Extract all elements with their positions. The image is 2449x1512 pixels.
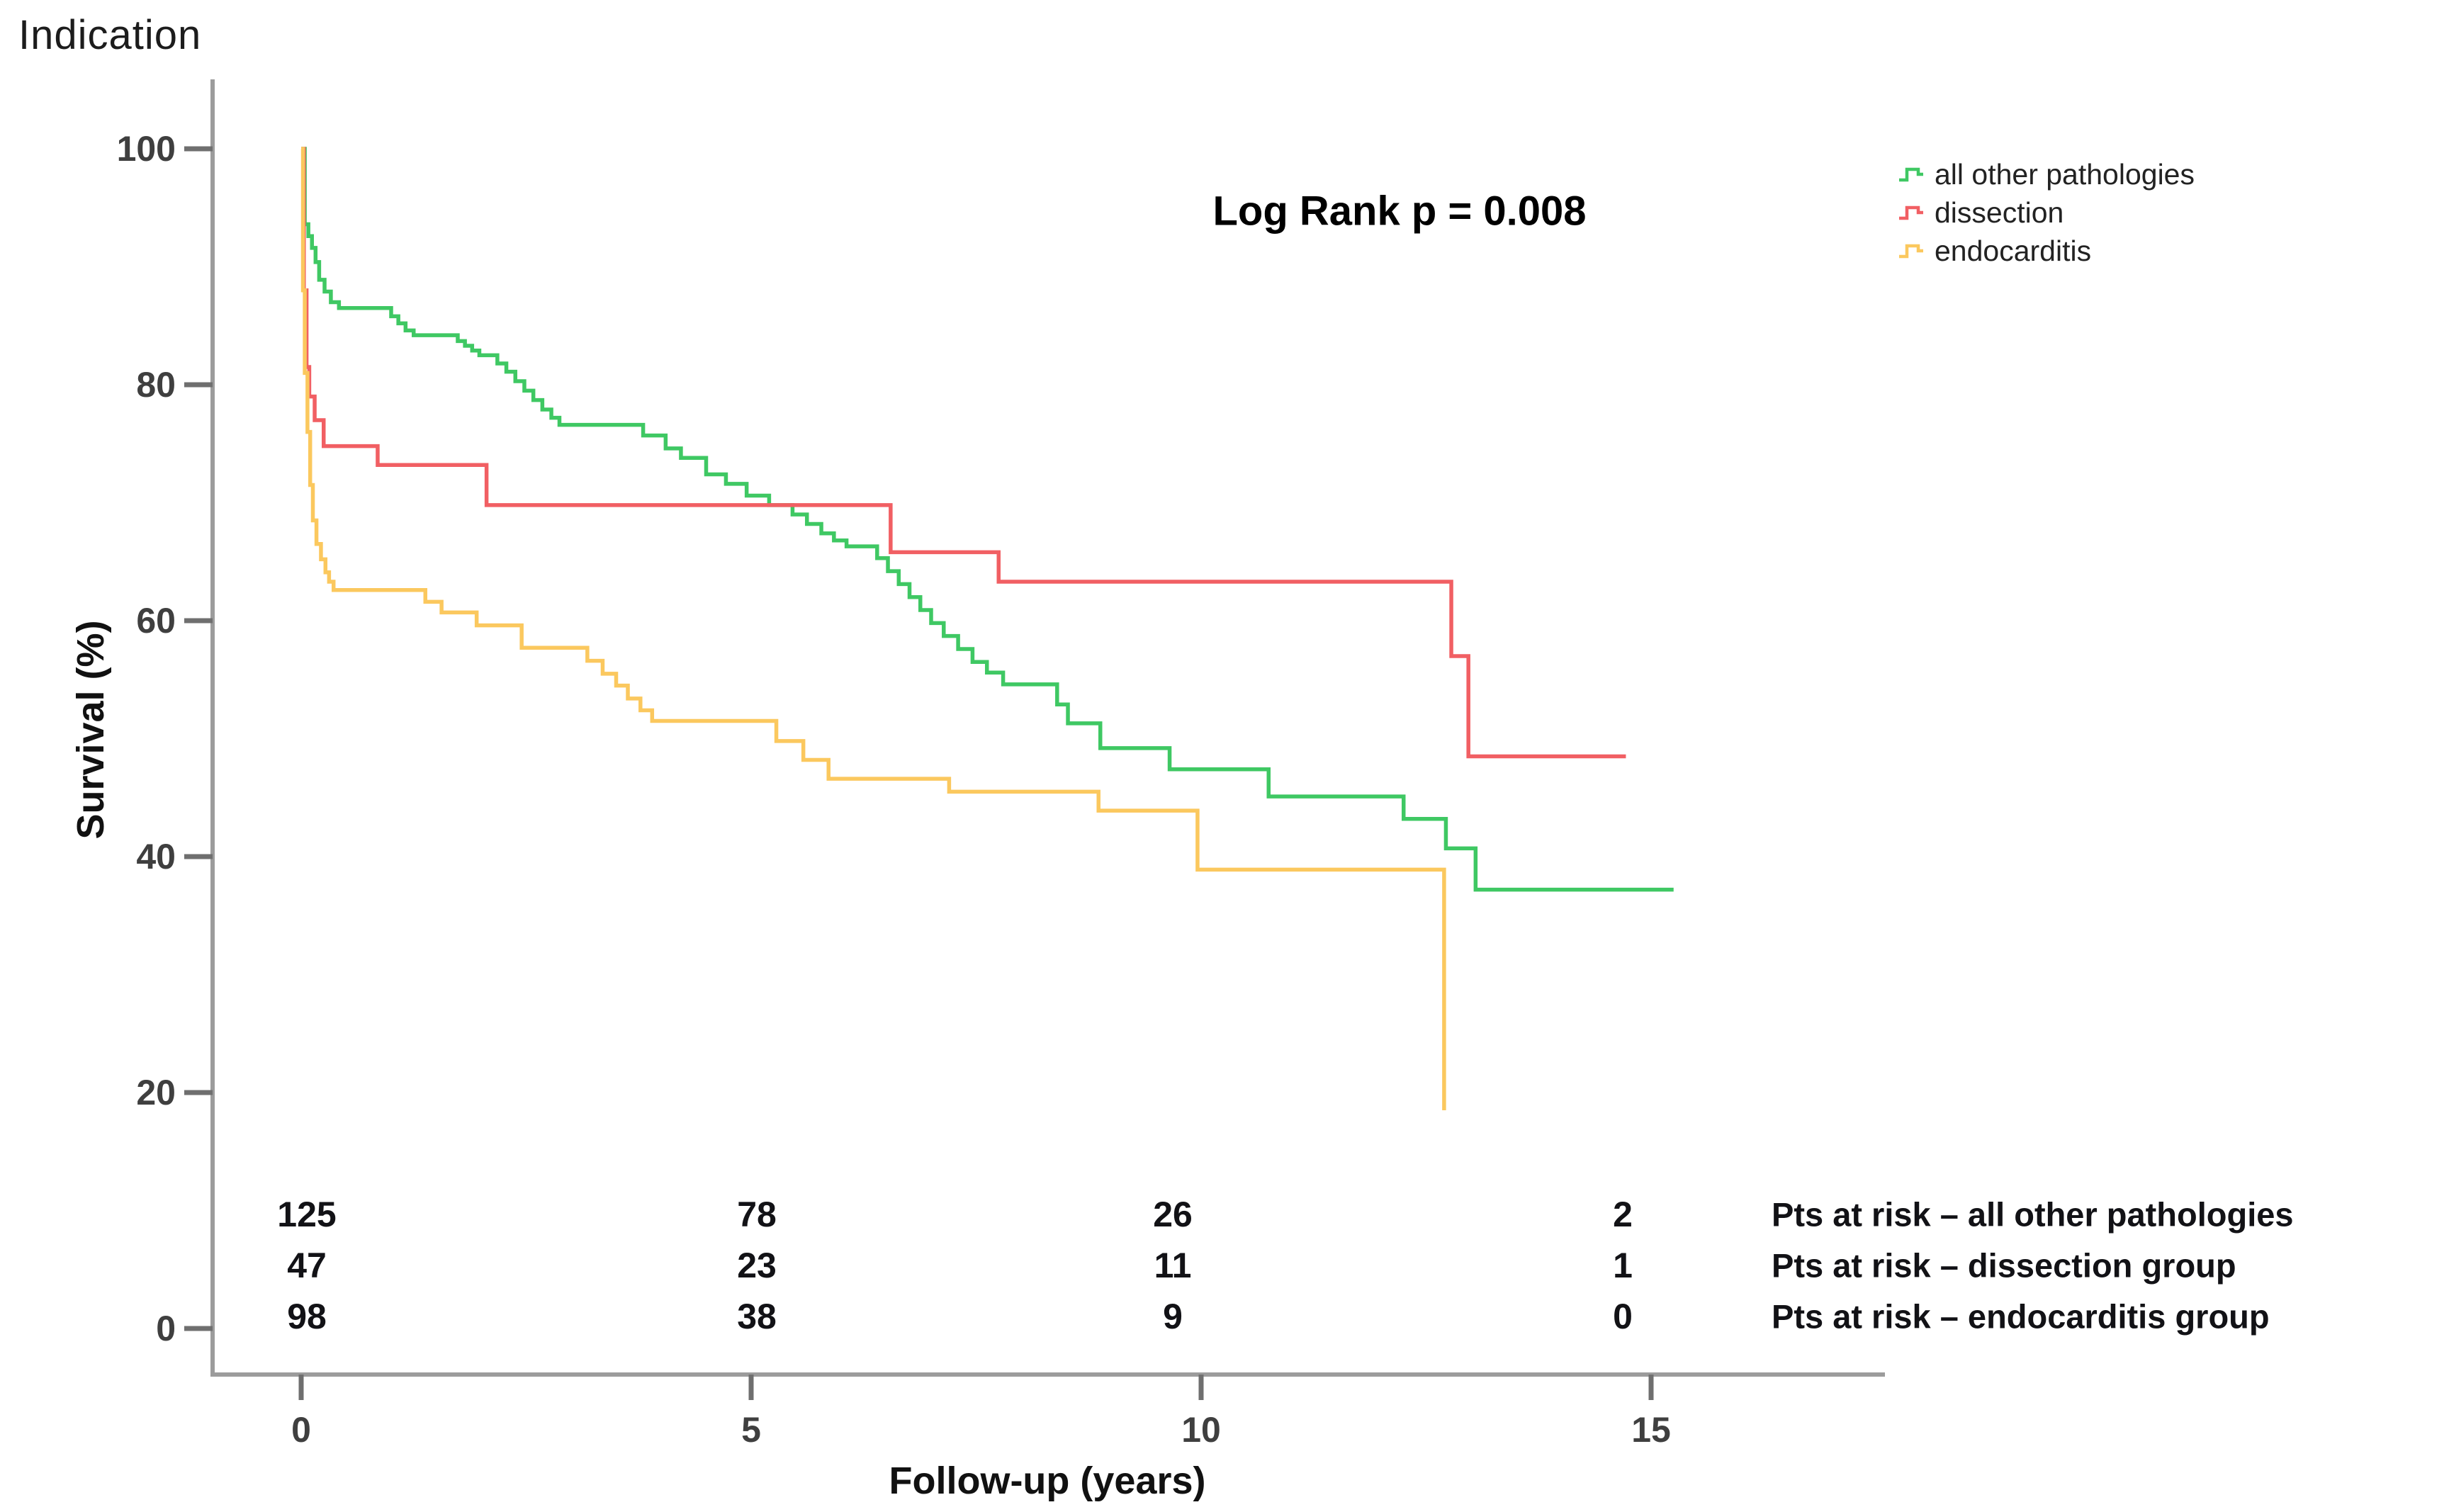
legend-item-all-other-pathologies: all other pathologies xyxy=(1898,158,2195,191)
log-rank-annotation: Log Rank p = 0.008 xyxy=(1212,188,1587,235)
at-risk-count: 9 xyxy=(1163,1297,1183,1336)
at-risk-count: 78 xyxy=(737,1195,777,1234)
legend-label: all other pathologies xyxy=(1935,158,2195,191)
at-risk-row-label: Pts at risk – endocarditis group xyxy=(1772,1297,2270,1336)
at-risk-count: 2 xyxy=(1613,1195,1633,1234)
at-risk-count: 38 xyxy=(737,1297,777,1336)
y-tick-label: 40 xyxy=(136,837,176,876)
x-tick-label: 0 xyxy=(291,1410,311,1450)
x-tick-label: 10 xyxy=(1181,1410,1221,1450)
at-risk-count: 1 xyxy=(1613,1246,1633,1285)
km-curve-endocarditis xyxy=(300,147,1446,1110)
y-tick-label: 60 xyxy=(136,601,176,641)
x-tick-label: 5 xyxy=(741,1410,761,1450)
y-tick-label: 0 xyxy=(156,1309,176,1348)
step-line-icon xyxy=(1899,205,1923,220)
at-risk-count: 47 xyxy=(287,1246,327,1285)
y-tick-label: 80 xyxy=(136,365,176,405)
at-risk-count: 125 xyxy=(277,1195,336,1234)
y-axis-title: Survival (%) xyxy=(69,620,112,840)
legend-label: dissection xyxy=(1935,196,2064,229)
legend: all other pathologies dissection endocar… xyxy=(1898,158,2195,267)
at-risk-row-label: Pts at risk – all other pathologies xyxy=(1772,1195,2294,1234)
at-risk-count: 0 xyxy=(1613,1297,1633,1336)
y-tick-label: 20 xyxy=(136,1073,176,1112)
y-tick-label: 100 xyxy=(117,129,176,169)
legend-item-endocarditis: endocarditis xyxy=(1898,235,2195,267)
at-risk-count: 98 xyxy=(287,1297,327,1336)
legend-label: endocarditis xyxy=(1935,235,2092,267)
at-risk-row-label: Pts at risk – dissection group xyxy=(1772,1246,2236,1285)
page-title: Indication xyxy=(18,12,202,58)
at-risk-count: 26 xyxy=(1153,1195,1193,1234)
x-tick-label: 15 xyxy=(1631,1410,1671,1450)
x-axis-title: Follow-up (years) xyxy=(889,1460,1206,1502)
km-curve-dissection xyxy=(301,147,1626,759)
km-curve-all-other-pathologies xyxy=(301,147,1674,892)
at-risk-count: 23 xyxy=(737,1246,777,1285)
step-line-icon xyxy=(1899,244,1923,258)
step-line-icon xyxy=(1899,167,1923,181)
legend-item-dissection: dissection xyxy=(1898,196,2195,229)
at-risk-count: 11 xyxy=(1154,1246,1192,1285)
